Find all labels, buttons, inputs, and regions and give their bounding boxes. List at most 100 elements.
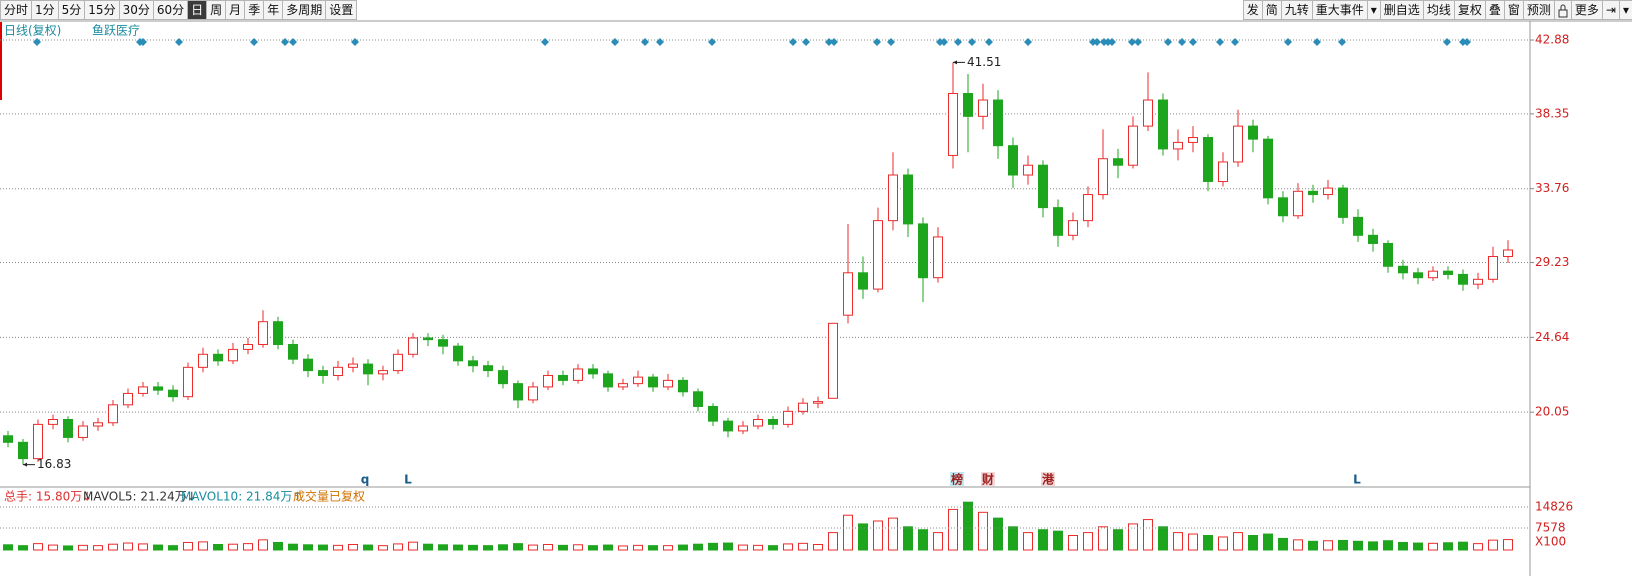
candle-body <box>813 401 823 404</box>
volume-bar <box>258 539 268 551</box>
toolbar-button[interactable]: 年 <box>263 0 284 20</box>
event-diamond <box>351 38 359 46</box>
volume-bar <box>423 543 433 551</box>
volume-bar <box>63 545 73 551</box>
candle-body <box>273 321 283 346</box>
candle-body <box>243 344 253 350</box>
toolbar-button[interactable]: 发 <box>1242 0 1263 20</box>
toolbar-button[interactable]: ▾ <box>1618 0 1632 20</box>
toolbar-button[interactable]: 复权 <box>1453 0 1486 20</box>
event-diamond <box>1108 38 1116 46</box>
toolbar-button[interactable]: 30分 <box>118 0 154 20</box>
candle-body <box>633 376 643 385</box>
candle-body <box>1323 187 1333 196</box>
candle-body <box>1203 137 1213 183</box>
toolbar-button[interactable]: 60分 <box>152 0 189 20</box>
event-diamond <box>708 38 716 46</box>
volume-legend: 总手: 15.80万↓ <box>4 490 92 504</box>
toolbar-button[interactable]: 均线 <box>1422 0 1455 20</box>
toolbar-button[interactable]: 多周期 <box>282 0 327 20</box>
volume-bar <box>303 544 313 551</box>
volume-bar <box>318 544 328 551</box>
volume-bar <box>1458 541 1468 551</box>
volume-bar <box>498 544 508 551</box>
volume-bar <box>1263 533 1273 551</box>
volume-bar <box>588 545 598 551</box>
volume-bar <box>153 544 163 551</box>
event-diamond <box>541 38 549 46</box>
candle-body <box>873 220 883 290</box>
volume-bar <box>468 544 478 551</box>
toolbar-button[interactable]: 5分 <box>57 0 86 20</box>
event-diamond <box>1093 38 1101 46</box>
candle-body <box>198 353 208 368</box>
candle-body <box>918 223 928 279</box>
volume-bar <box>648 545 658 551</box>
candle-body <box>798 402 808 412</box>
event-diamond <box>789 38 797 46</box>
candle-body <box>408 337 418 355</box>
toolbar-button[interactable]: 更多 <box>1570 0 1603 20</box>
event-diamond <box>1443 38 1451 46</box>
volume-bar <box>1353 540 1363 551</box>
volume-bar <box>168 545 178 551</box>
candle-body <box>1353 216 1363 236</box>
volume-bar <box>1473 543 1483 551</box>
annotation-label: 41.51 <box>967 55 1001 69</box>
volume-bar <box>1158 526 1168 551</box>
candle-body <box>1173 141 1183 150</box>
volume-bar <box>1053 530 1063 551</box>
y-tick-label: 24.64 <box>1535 330 1569 344</box>
toolbar-button[interactable]: ⇥ <box>1601 0 1620 20</box>
candle-body <box>498 370 508 385</box>
candle-body <box>543 374 553 388</box>
toolbar-button[interactable]: 季 <box>244 0 265 20</box>
toolbar-button[interactable]: 简 <box>1261 0 1282 20</box>
candle-body <box>1188 137 1198 143</box>
event-box <box>1041 472 1055 486</box>
candle-body <box>333 366 343 376</box>
candle-body <box>18 441 28 460</box>
candle-body <box>978 99 988 117</box>
volume-bar <box>783 543 793 551</box>
toolbar-button[interactable]: 设置 <box>325 0 358 20</box>
candle-body <box>468 360 478 367</box>
candle-body <box>1068 220 1078 236</box>
volume-bar <box>1098 526 1108 551</box>
candle-body <box>963 93 973 117</box>
candle-body <box>1473 278 1483 285</box>
volume-bar <box>363 544 373 551</box>
lock-icon <box>1558 4 1568 17</box>
volume-bar <box>918 529 928 551</box>
toolbar-button[interactable]: 删自选 <box>1379 0 1424 20</box>
volume-bar <box>1278 537 1288 551</box>
event-diamond <box>873 38 881 46</box>
candle-body <box>33 423 43 460</box>
volume-bar <box>768 545 778 551</box>
candle-body <box>1458 273 1468 285</box>
volume-bar <box>618 545 628 551</box>
y-tick-label: 7578 <box>1535 521 1566 535</box>
volume-bar <box>93 545 103 551</box>
toolbar-button[interactable]: ▾ <box>1366 0 1381 20</box>
toolbar-button[interactable]: 15分 <box>84 0 120 20</box>
toolbar-button[interactable]: 窗 <box>1503 0 1524 20</box>
volume-bar <box>1113 529 1123 551</box>
volume-bar <box>1038 529 1048 551</box>
y-tick-label: 29.23 <box>1535 255 1569 269</box>
volume-bar <box>1338 539 1348 551</box>
volume-bar <box>393 543 403 551</box>
chart-title: 日线(复权) <box>4 24 61 38</box>
toolbar-button[interactable]: 叠 <box>1484 0 1505 20</box>
candle-body <box>1098 158 1108 196</box>
candle-body <box>1503 249 1513 258</box>
volume-bar <box>78 544 88 551</box>
annotation-label: 16.83 <box>37 457 71 471</box>
event-diamond <box>1024 38 1032 46</box>
candle-body <box>1443 270 1453 275</box>
candle-body <box>93 422 103 427</box>
toolbar-button[interactable]: 1分 <box>31 0 59 20</box>
candle-body <box>138 386 148 394</box>
volume-bar <box>1323 540 1333 551</box>
